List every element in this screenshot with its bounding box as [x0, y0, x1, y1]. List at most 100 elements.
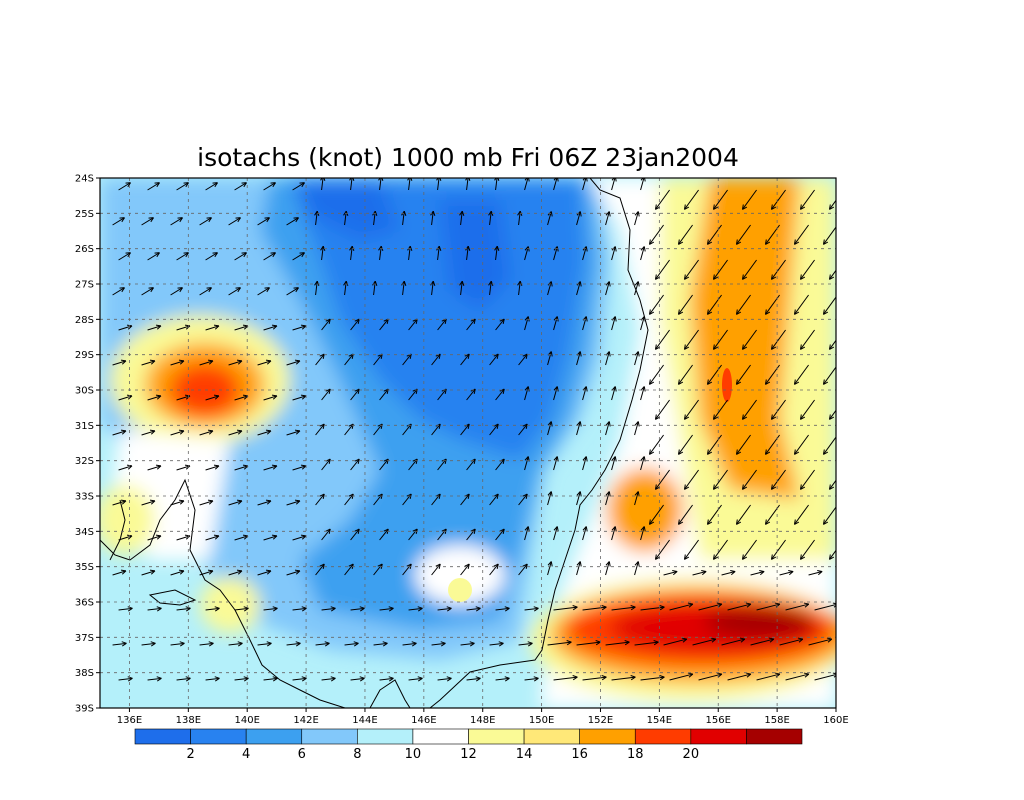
wind-arrow	[741, 399, 757, 420]
wind-arrow	[741, 259, 757, 280]
wind-arrow	[118, 182, 131, 191]
wind-arrow	[741, 469, 757, 490]
wind-arrow	[735, 224, 751, 245]
lat-axis: 24S 25S 26S 27S 28S 29S 30S 31S 32S 33S 34S 35S 36S 3…	[75, 174, 100, 715]
wind-arrow	[466, 318, 476, 331]
wind-vectors	[112, 178, 867, 682]
wind-arrow	[466, 528, 476, 541]
wind-arrow	[344, 423, 354, 436]
wind-arrow	[770, 399, 786, 420]
wind-arrow	[770, 189, 786, 210]
wind-arrow	[437, 606, 452, 612]
wind-arrow	[793, 224, 809, 245]
wind-arrow	[170, 569, 185, 576]
wind-arrow	[634, 211, 640, 226]
colorbar-swatch	[579, 728, 636, 745]
lon-tick-label: 152E	[588, 715, 613, 726]
isotach-field	[100, 178, 836, 708]
wind-arrow	[706, 294, 722, 315]
wind-arrow	[263, 394, 278, 401]
wind-arrow	[199, 569, 214, 576]
wind-arrow	[176, 182, 189, 191]
wind-arrow	[741, 189, 757, 210]
wind-arrow	[314, 280, 320, 296]
wind-arrow	[465, 245, 471, 261]
colorbar-swatch	[301, 728, 358, 745]
wind-arrow	[257, 287, 270, 296]
wind-arrow	[683, 329, 699, 350]
wind-arrow	[141, 429, 156, 436]
lon-tick-label: 146E	[411, 715, 436, 726]
wind-arrow	[553, 675, 578, 681]
wind-arrow	[605, 491, 611, 506]
wind-arrow	[170, 429, 185, 436]
wind-arrow	[495, 606, 510, 612]
wind-arrow	[793, 294, 809, 315]
wind-arrow	[489, 563, 499, 576]
wind-arrow	[489, 641, 504, 647]
wind-arrow	[547, 491, 553, 506]
wind-arrow	[234, 252, 247, 261]
wind-arrow	[292, 394, 307, 401]
wind-arrow	[286, 641, 301, 647]
wind-arrow	[321, 606, 336, 612]
wind-arrow	[648, 504, 664, 525]
wind-arrow	[263, 676, 278, 682]
wind-arrow	[663, 570, 678, 576]
wind-arrow	[735, 294, 751, 315]
wind-arrow	[170, 641, 185, 647]
wind-arrow	[315, 423, 325, 436]
wind-arrow	[770, 539, 786, 560]
wind-arrow	[263, 252, 276, 261]
wind-arrow	[683, 259, 699, 280]
wind-arrow	[141, 359, 156, 366]
wind-arrow	[315, 563, 325, 576]
wind-arrow	[611, 456, 617, 471]
wind-arrow	[553, 456, 559, 471]
wind-arrow	[844, 603, 867, 610]
wind-arrow	[648, 224, 664, 245]
lat-tick-label: 26S	[75, 244, 94, 255]
wind-arrow	[677, 504, 693, 525]
wind-arrow	[683, 189, 699, 210]
wind-arrow	[372, 280, 378, 296]
wind-arrow	[838, 638, 861, 645]
wind-arrow	[808, 570, 823, 576]
wind-arrow	[706, 504, 722, 525]
colorbar-label: 16	[571, 747, 588, 762]
wind-arrow	[553, 605, 578, 611]
lon-tick-label: 138E	[176, 715, 201, 726]
wind-arrow	[286, 569, 301, 576]
wind-arrow	[321, 528, 331, 541]
grid	[100, 178, 836, 708]
wind-arrow	[640, 456, 646, 471]
wind-arrow	[524, 606, 539, 612]
lat-tick-label: 29S	[75, 350, 94, 361]
wind-arrow	[547, 421, 553, 436]
wind-arrow	[286, 429, 301, 436]
wind-arrow	[112, 641, 127, 647]
wind-arrow	[205, 324, 220, 331]
colorbar-swatch	[357, 728, 414, 745]
wind-arrow	[712, 469, 728, 490]
wind-arrow	[611, 605, 636, 611]
wind-arrow	[141, 217, 154, 226]
lat-tick-label: 30S	[75, 386, 94, 397]
wind-arrow	[199, 499, 214, 506]
map-title: isotachs (knot) 1000 mb Fri 06Z 23jan200…	[197, 143, 739, 172]
wind-arrow	[147, 464, 162, 471]
wind-arrow	[822, 436, 836, 455]
wind-arrow	[822, 296, 836, 315]
wind-arrow	[582, 605, 607, 611]
wind-arrow	[576, 421, 582, 436]
lat-tick-label: 32S	[75, 456, 94, 467]
lat-tick-label: 39S	[75, 704, 94, 715]
wind-arrow	[808, 637, 833, 646]
wind-arrow	[286, 359, 301, 366]
wind-arrow	[785, 602, 810, 611]
wind-arrow	[611, 675, 636, 681]
wind-arrow	[460, 353, 470, 366]
wind-arrow	[118, 676, 133, 682]
colorbar-label: 2	[186, 747, 194, 762]
lon-tick-label: 140E	[234, 715, 259, 726]
